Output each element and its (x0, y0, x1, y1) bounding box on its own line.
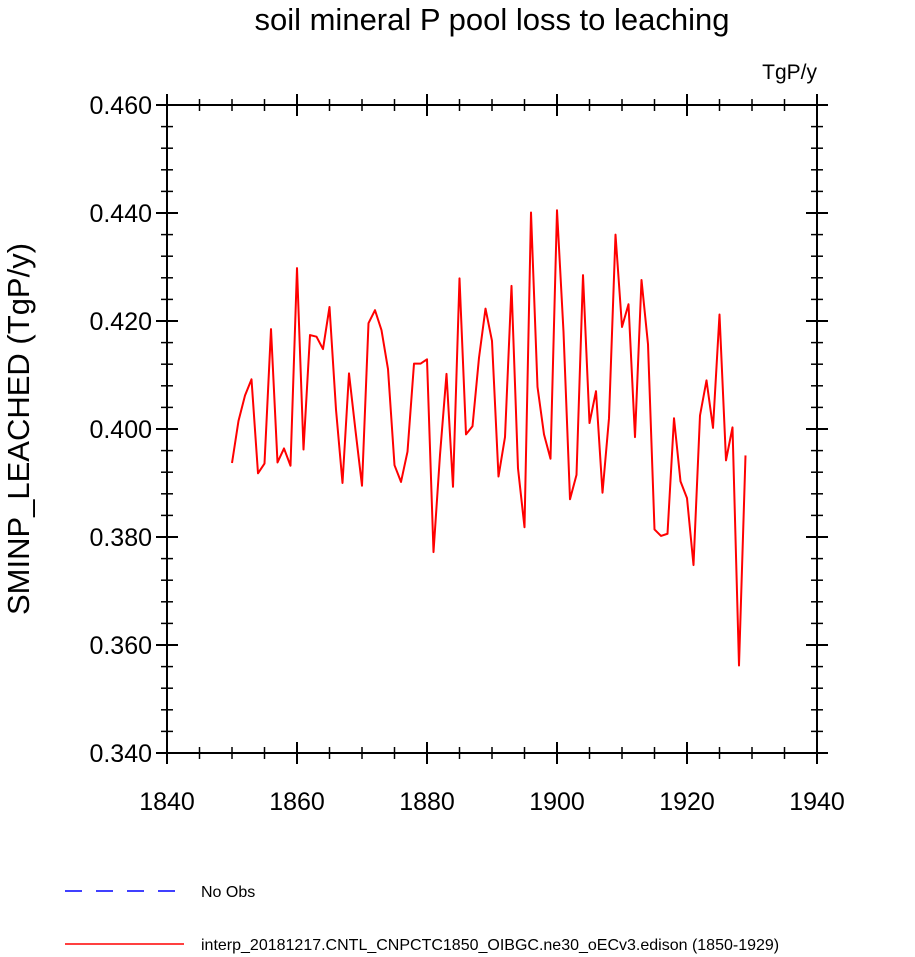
x-tick-label: 1880 (399, 788, 455, 816)
y-tick-label: 0.360 (89, 632, 152, 660)
legend-label-0: interp_20181217.CNTL_CNPCTC1850_OIBGC.ne… (201, 937, 779, 954)
y-tick-label: 0.440 (89, 200, 152, 228)
y-tick-label: 0.400 (89, 416, 152, 444)
axes (156, 94, 828, 764)
x-tick-label: 1900 (529, 788, 585, 816)
series-line-0 (231, 209, 747, 667)
plot-area (231, 209, 747, 667)
plot-frame (166, 104, 818, 754)
y-tick-label: 0.460 (89, 92, 152, 120)
units-label: TgP/y (762, 61, 817, 84)
tick-labels: 0.340 0.360 0.380 0.400 0.420 0.440 0.460 1840 1… (89, 92, 844, 816)
legend: No Obs interp_20181217.CNTL_CNPCTC1850_OI… (65, 884, 779, 954)
y-axis-label: SMINP_LEACHED (TgP/y) (1, 243, 36, 615)
chart-title: soil mineral P pool loss to leaching (254, 2, 729, 37)
x-tick-label: 1860 (269, 788, 325, 816)
x-tick-label: 1940 (789, 788, 845, 816)
y-tick-label: 0.420 (89, 308, 152, 336)
y-tick-label: 0.340 (89, 740, 152, 768)
legend-label-1: No Obs (201, 884, 255, 901)
x-tick-label: 1840 (139, 788, 195, 816)
x-tick-label: 1920 (659, 788, 715, 816)
y-tick-label: 0.380 (89, 524, 152, 552)
